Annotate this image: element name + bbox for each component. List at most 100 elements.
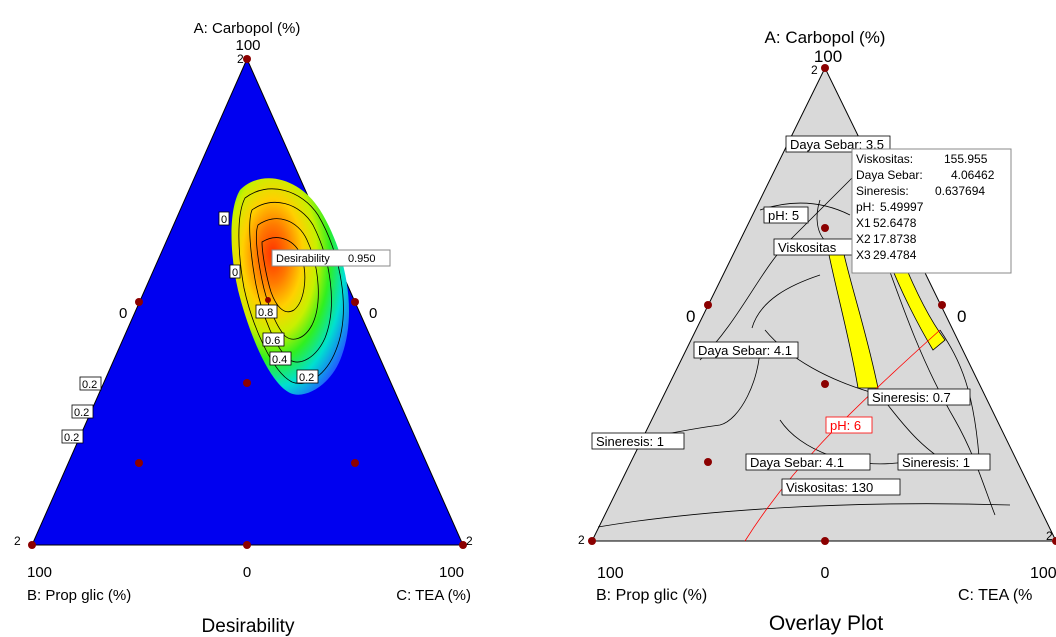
contour-label-text: 0.2: [74, 407, 89, 419]
design-point: [351, 459, 359, 467]
design-point: [135, 298, 143, 306]
vertex-a-label: A: Carbopol (%): [194, 20, 301, 37]
contour-line: [764, 329, 871, 393]
contour-label-text: Daya Sebar: 3.5: [790, 137, 884, 152]
design-point: [588, 537, 596, 545]
design-point: [243, 55, 251, 63]
flag-label: pH:: [856, 200, 875, 214]
bottom-mid-value: 0: [821, 565, 830, 582]
vertex-c-label: C: TEA (%: [958, 587, 1032, 604]
contour-label-text: Sineresis: 0.7: [872, 390, 951, 405]
contour-label-text: Sineresis: 1: [902, 455, 970, 470]
flag-label: X3: [856, 248, 871, 262]
contour-label: 0: [218, 211, 230, 226]
design-point: [821, 224, 829, 232]
flag-value: 0.950: [348, 253, 376, 265]
feasible-band-2: [887, 257, 946, 351]
vertex-c-count: 2: [1046, 529, 1053, 543]
flag-value: 4.06462: [951, 168, 995, 182]
chart-title: Overlay Plot: [769, 612, 884, 635]
vertex-a-label: A: Carbopol (%): [765, 28, 886, 47]
design-point: [704, 458, 712, 466]
contour-label-text: 0.2: [64, 432, 79, 444]
contour-label: Daya Sebar: 4.1: [693, 341, 799, 359]
overlay-flag: Viskositas: 155.955 Daya Sebar: 4.06462 …: [851, 148, 1012, 274]
design-point: [28, 541, 36, 549]
contour-label: Viskositas: [773, 238, 855, 256]
design-point: [821, 64, 829, 72]
vertex-b-count: 2: [578, 533, 585, 547]
flag-value: 17.8738: [873, 232, 917, 246]
desirability-design-points: [28, 55, 467, 549]
overlay-contour-labels: Daya Sebar: 3.5 pH: 5 Viskositas Daya Se…: [591, 135, 991, 496]
flag-value: 155.955: [944, 152, 988, 166]
flag-label: Daya Sebar:: [856, 168, 923, 182]
contour-line: [751, 274, 821, 329]
contour-line: [939, 329, 981, 471]
contour-label: 0.8: [255, 304, 278, 319]
contour-label-text: 0.6: [265, 335, 280, 347]
vertex-c-count: 2: [466, 534, 473, 548]
vertex-c-value: 100: [1030, 565, 1056, 582]
right-mid-value: 0: [369, 305, 377, 322]
contour-02: [238, 188, 344, 384]
contour-label-text: 0.4: [272, 354, 287, 366]
flag-label: X2: [856, 232, 871, 246]
desirability-flag: Desirability 0.950: [271, 249, 391, 267]
contour-06: [255, 218, 319, 340]
desirability-chart: A: Carbopol (%) 100 2 2 2 0 0 100 0 100 …: [14, 20, 473, 637]
chart-title: Desirability: [202, 616, 295, 637]
contour-label-text: Daya Sebar: 4.1: [698, 343, 792, 358]
left-mid-value: 0: [119, 305, 127, 322]
flag-value: 0.637694: [935, 184, 985, 198]
design-point: [1052, 537, 1056, 545]
contour-label-text: 0: [221, 214, 227, 226]
design-point: [704, 301, 712, 309]
contour-label-text: 0.8: [258, 307, 273, 319]
contour-label: 0.2: [296, 369, 319, 384]
design-point: [938, 301, 946, 309]
vertex-b-value: 100: [27, 564, 52, 581]
contour-label-text: Viskositas: 130: [786, 480, 873, 495]
contour-label: 0.6: [262, 332, 285, 347]
desirability-region: [231, 178, 350, 395]
contour-label-text: Daya Sebar: 4.1: [750, 455, 844, 470]
contour-label: 0: [229, 264, 241, 279]
vertex-c-label: C: TEA (%): [396, 587, 471, 604]
flag-value: 29.4784: [873, 248, 917, 262]
contour-label: Daya Sebar: 3.5: [785, 135, 891, 153]
design-point: [243, 379, 251, 387]
contour-label: 0.2: [71, 404, 94, 419]
vertex-a-value: 100: [814, 47, 842, 66]
contour-line: [874, 229, 996, 516]
feasible-band-1: [827, 249, 879, 389]
contour-label: Sineresis: 1: [897, 453, 991, 471]
design-point: [821, 380, 829, 388]
contour-label: 0.4: [269, 351, 292, 366]
contour-label-text: 0.2: [82, 379, 97, 391]
design-point: [243, 541, 251, 549]
design-point: [821, 537, 829, 545]
contour-label-text: 0: [232, 267, 238, 279]
bottom-mid-value: 0: [243, 564, 251, 581]
contour-line: [597, 503, 1011, 528]
contour-label: 0.2: [79, 376, 102, 391]
design-point: [351, 298, 359, 306]
contour-label-text: 0.2: [299, 372, 314, 384]
flag-label: Viskositas:: [856, 152, 913, 166]
vertex-a-value: 100: [235, 37, 260, 54]
contour-label-text: pH: 5: [768, 208, 799, 223]
contour-04: [249, 201, 332, 363]
design-point: [135, 459, 143, 467]
contour-label: Daya Sebar: 4.1: [745, 453, 871, 471]
right-mid-value: 0: [957, 307, 966, 326]
contour-label-text: Viskositas: [778, 240, 837, 255]
contour-08: [261, 237, 306, 313]
left-mid-value: 0: [686, 307, 695, 326]
vertex-b-label: B: Prop glic (%): [596, 587, 707, 604]
flag-label: Desirability: [276, 253, 330, 265]
design-point: [265, 297, 271, 303]
vertex-b-count: 2: [14, 534, 21, 548]
overlay-chart: A: Carbopol (%) 100 2 2 2 0 0 100 0 100 …: [578, 28, 1056, 635]
